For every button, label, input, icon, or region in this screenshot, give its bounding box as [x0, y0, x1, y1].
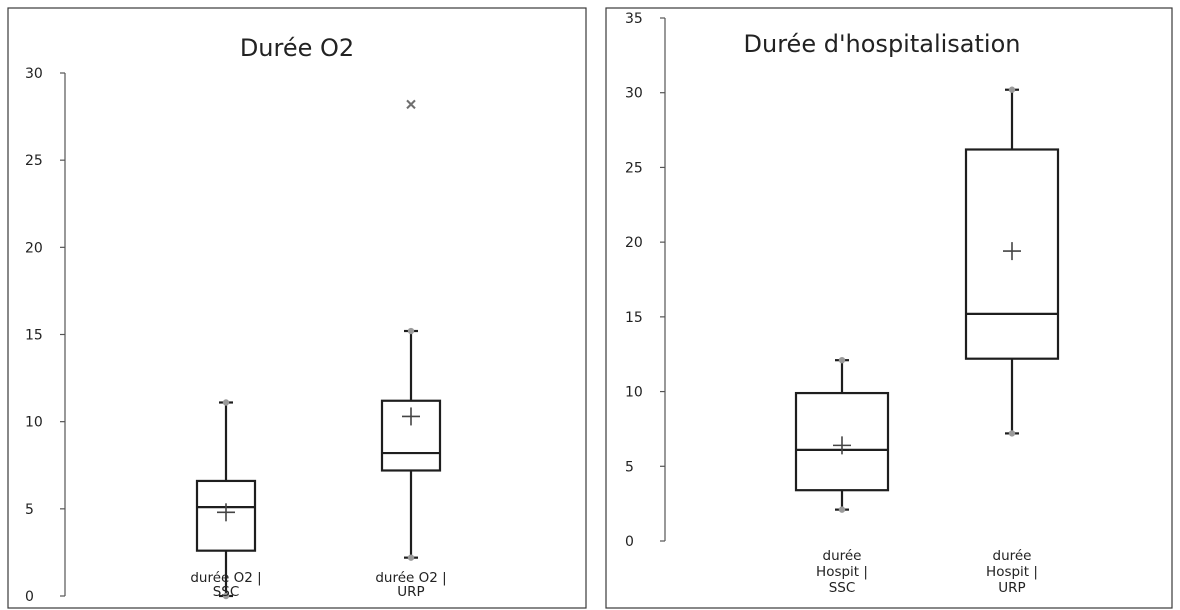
- y-tick-label: 30: [625, 86, 643, 102]
- panel-frame: [605, 7, 1173, 609]
- y-tick-label: 5: [625, 459, 634, 475]
- panel-frame: [7, 7, 587, 609]
- category-label: URP: [397, 584, 424, 600]
- y-tick-label: 20: [25, 240, 43, 256]
- y-tick-label: 15: [625, 310, 643, 326]
- y-ticks: 0 5 10 15 20 25 30 35: [625, 11, 665, 550]
- category-label: Hospit |: [986, 564, 1038, 580]
- category-label: durée: [993, 548, 1032, 564]
- category-label: URP: [998, 580, 1025, 596]
- chart-title: Durée d'hospitalisation: [744, 30, 1021, 58]
- min-marker: [1008, 430, 1016, 437]
- box-iqr: [195, 479, 257, 552]
- y-tick-label: 20: [625, 235, 643, 251]
- y-tick-label: 5: [25, 502, 34, 518]
- category-label: SSC: [213, 584, 240, 600]
- max-marker: [407, 327, 415, 335]
- category-label: durée: [823, 548, 862, 564]
- max-marker: [1008, 86, 1016, 93]
- box-plot: [380, 99, 442, 561]
- category-label: Hospit |: [816, 564, 868, 580]
- y-tick-label: 10: [625, 385, 643, 401]
- y-tick-label: 25: [25, 153, 43, 169]
- box-plot: [794, 356, 890, 513]
- y-tick-label: 0: [25, 589, 34, 605]
- min-marker: [407, 554, 415, 561]
- outlier-marker: [406, 99, 416, 110]
- box-plot: [964, 86, 1060, 437]
- max-marker: [222, 399, 230, 406]
- category-label: durée O2 |: [190, 570, 261, 586]
- min-marker: [838, 506, 846, 513]
- max-marker: [838, 356, 846, 364]
- box-plots: [794, 86, 1060, 513]
- box-iqr: [794, 391, 890, 492]
- chart-panel-duree-hospitalisation: Durée d'hospitalisation 0 5 10 15 20 25 30 35 d…: [605, 7, 1173, 609]
- box-iqr: [380, 399, 442, 472]
- box-plots: [195, 99, 442, 600]
- y-tick-label: 30: [25, 66, 43, 82]
- y-tick-label: 10: [25, 415, 43, 431]
- y-tick-label: 0: [625, 534, 634, 550]
- category-label: durée O2 |: [375, 570, 446, 586]
- y-tick-label: 15: [25, 328, 43, 344]
- chart-title: Durée O2: [240, 34, 354, 62]
- y-tick-label: 35: [625, 11, 643, 27]
- category-label: SSC: [829, 580, 856, 596]
- min-marker: [222, 592, 230, 600]
- y-tick-label: 25: [625, 160, 643, 176]
- box-iqr: [964, 148, 1060, 360]
- box-plot: [195, 399, 257, 600]
- y-ticks: 0 5 10 15 20 25 30: [25, 66, 65, 605]
